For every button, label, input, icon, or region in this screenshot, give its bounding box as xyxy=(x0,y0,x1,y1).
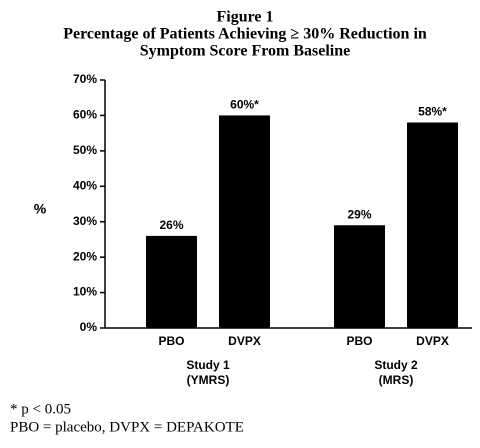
x-tick-label: DVPX xyxy=(228,334,261,348)
value-label: 26% xyxy=(159,218,183,232)
y-tick-label: 30% xyxy=(73,214,97,228)
group-label: Study 2 xyxy=(374,358,418,372)
bar xyxy=(219,115,270,328)
bar xyxy=(334,225,385,328)
bar xyxy=(407,122,458,328)
y-tick-label: 50% xyxy=(73,143,97,157)
value-label: 60%* xyxy=(230,98,259,112)
y-tick-label: 70% xyxy=(73,72,97,86)
y-tick-label: 60% xyxy=(73,108,97,122)
value-label: 58%* xyxy=(418,105,447,119)
footnote: * p < 0.05 xyxy=(10,401,71,417)
chart-title: Figure 1 xyxy=(216,9,273,26)
x-tick-label: PBO xyxy=(158,334,184,348)
x-tick-label: PBO xyxy=(346,334,372,348)
x-tick-label: DVPX xyxy=(416,334,449,348)
y-tick-label: 10% xyxy=(73,285,97,299)
y-tick-label: 0% xyxy=(80,320,98,334)
group-sublabel: (MRS) xyxy=(379,373,414,387)
group-sublabel: (YMRS) xyxy=(187,373,230,387)
bar xyxy=(146,235,197,328)
y-axis-label: % xyxy=(34,201,47,217)
value-label: 29% xyxy=(347,207,371,221)
chart-title: Symptom Score From Baseline xyxy=(140,43,351,60)
chart-title: Percentage of Patients Achieving ≥ 30% R… xyxy=(63,26,427,43)
y-tick-label: 40% xyxy=(73,178,97,192)
group-label: Study 1 xyxy=(186,358,230,372)
y-tick-label: 20% xyxy=(73,249,97,263)
footnote: PBO = placebo, DVPX = DEPAKOTE xyxy=(10,419,244,435)
